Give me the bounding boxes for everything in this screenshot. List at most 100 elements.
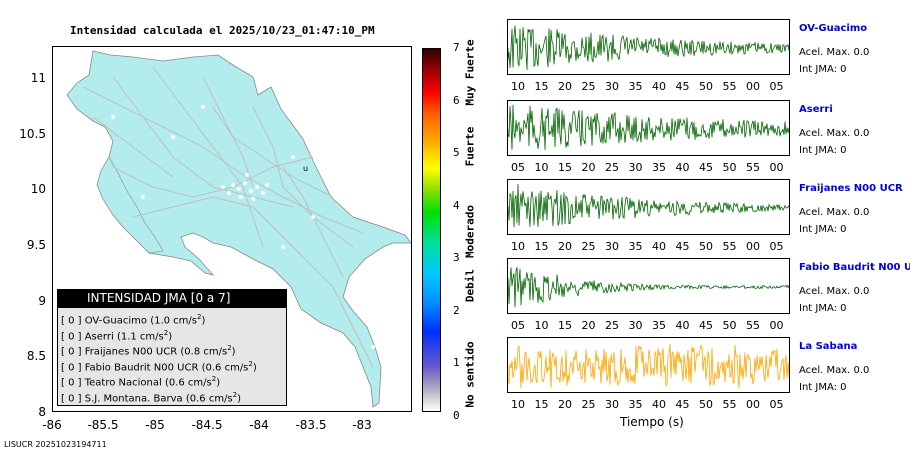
waveform-time-tick: 50 — [699, 80, 713, 93]
map-marker-label: u — [303, 164, 308, 173]
waveform-time-tick: 40 — [675, 319, 690, 332]
waveform-panel[interactable] — [507, 179, 790, 235]
footer-id: LISUCR 20251023194711 — [4, 440, 107, 449]
waveform-time-tick: 25 — [581, 398, 596, 411]
waveform-time-tick: 45 — [675, 80, 690, 93]
legend-item-station: OV-Guacimo — [84, 315, 147, 327]
station-jma-intensity: Int JMA: 0 — [799, 64, 847, 75]
legend-item-close-paren: ) — [231, 346, 236, 358]
station-name[interactable]: Fabio Baudrit N00 UCR — [799, 262, 910, 273]
waveform-time-tick: 30 — [605, 398, 619, 411]
legend-item-station: Fabio Baudrit N00 UCR — [84, 361, 199, 373]
legend-item-value: (0.8 cm/s — [180, 346, 228, 358]
map-ytick: 9 — [38, 294, 46, 308]
legend-item-value: (0.6 cm/s — [164, 377, 212, 389]
waveform-time-tick: 05 — [769, 240, 784, 253]
waveform-time-tick: 45 — [675, 398, 690, 411]
waveform-time-tick: 20 — [558, 398, 572, 411]
map-ytick: 8 — [38, 405, 46, 419]
waveform-panel[interactable] — [507, 19, 790, 75]
waveform-time-tick: 10 — [534, 161, 549, 174]
waveform-time-tick: 35 — [628, 80, 643, 93]
waveform-panel[interactable] — [507, 337, 790, 393]
legend-item-value: (1.0 cm/s — [150, 315, 197, 327]
waveform-time-tick: 25 — [605, 319, 619, 332]
waveform-trace — [508, 183, 789, 228]
waveform-panel[interactable] — [507, 100, 790, 156]
legend-item-close-paren: ) — [216, 377, 221, 389]
station-accel-max: Acel. Max. 0.0 — [799, 128, 870, 139]
waveform-trace — [508, 104, 789, 150]
waveform-time-tick: 10 — [511, 80, 525, 93]
legend-item: [ 0 ] Teatro Nacional (0.6 cm/s2) — [61, 375, 220, 388]
legend-item-value: (0.6 cm/s — [185, 392, 233, 404]
legend-item: [ 0 ] OV-Guacimo (1.0 cm/s2) — [61, 313, 205, 326]
map-title: Intensidad calculada el 2025/10/23_01:47… — [70, 24, 375, 37]
road-network — [82, 66, 374, 368]
waveform-trace — [508, 267, 789, 308]
colorbar-tick: 5 — [453, 146, 460, 159]
waveform-time-tick: 50 — [722, 161, 737, 174]
legend-item-level: [ 0 ] — [61, 377, 82, 389]
legend-item-value: (1.1 cm/s — [116, 330, 164, 342]
waveform-time-tick: 45 — [699, 319, 713, 332]
colorbar-tick: 3 — [453, 251, 460, 264]
legend-item-station: Teatro Nacional — [84, 377, 162, 389]
nicoya-peninsula — [96, 156, 164, 254]
waveform-time-tick: 25 — [581, 240, 596, 253]
waveform-time-tick: 45 — [675, 240, 690, 253]
station-accel-max: Acel. Max. 0.0 — [799, 47, 870, 58]
station-jma-intensity: Int JMA: 0 — [799, 382, 847, 393]
waveform-time-tick: 30 — [628, 319, 643, 332]
legend-item-station: S.J. Montana. Barva — [84, 392, 183, 404]
legend-item-close-paren: ) — [201, 315, 206, 327]
legend-item: [ 0 ] Fabio Baudrit N00 UCR (0.6 cm/s2) — [61, 360, 257, 373]
waveform-time-tick: 05 — [769, 80, 784, 93]
waveform-time-tick: 20 — [558, 240, 572, 253]
waveform-time-tick: 30 — [605, 240, 619, 253]
legend-item-close-paren: ) — [237, 392, 242, 404]
station-name[interactable]: La Sabana — [799, 341, 858, 352]
station-jma-intensity: Int JMA: 0 — [799, 224, 847, 235]
waveform-time-tick: 55 — [746, 319, 760, 332]
legend-item: [ 0 ] Aserri (1.1 cm/s2) — [61, 329, 172, 342]
map-ytick: 10 — [30, 182, 46, 196]
waveform-time-tick: 45 — [699, 161, 713, 174]
waveform-time-tick: 50 — [699, 398, 713, 411]
legend-item-level: [ 0 ] — [61, 392, 82, 404]
legend-item-level: [ 0 ] — [61, 346, 82, 358]
costa-rica-map-svg: u — [66, 50, 411, 408]
waveform-time-tick: 10 — [534, 319, 549, 332]
map-xtick: -83.5 — [295, 418, 327, 432]
waveform-time-tick: 15 — [558, 319, 572, 332]
map-ytick: 10.5 — [19, 127, 46, 141]
colorbar-category-label: No sentido — [463, 341, 477, 408]
waveform-time-tick: 00 — [769, 161, 784, 174]
waveform-time-tick: 10 — [511, 240, 525, 253]
waveform-time-tick: 35 — [652, 319, 666, 332]
waveform-time-tick: 15 — [534, 80, 549, 93]
legend-item-unit-exponent: 2 — [227, 344, 232, 352]
colorbar-tick: 1 — [453, 356, 460, 369]
legend-item: [ 0 ] S.J. Montana. Barva (0.6 cm/s2) — [61, 391, 241, 404]
colorbar-tick: 2 — [453, 303, 460, 317]
waveform-time-tick: 35 — [628, 240, 643, 253]
station-name[interactable]: Fraijanes N00 UCR — [799, 183, 903, 194]
waveform-time-tick: 20 — [581, 319, 596, 332]
waveform-panel[interactable] — [507, 258, 790, 314]
waveform-time-tick: 05 — [511, 161, 525, 174]
map-ytick: 11 — [30, 71, 46, 85]
legend-item-station: Fraijanes N00 UCR — [84, 346, 178, 358]
legend-item-value: (0.6 cm/s — [201, 361, 249, 373]
waveform-time-tick: 15 — [558, 161, 572, 174]
station-name[interactable]: Aserri — [799, 104, 833, 115]
waveform-time-tick: 05 — [511, 319, 525, 332]
legend-item-level: [ 0 ] — [61, 330, 82, 342]
legend-item: [ 0 ] Fraijanes N00 UCR (0.8 cm/s2) — [61, 344, 236, 357]
station-dots — [111, 105, 375, 349]
intensity-colorbar — [422, 48, 441, 412]
waveform-time-tick: 15 — [534, 240, 549, 253]
station-name[interactable]: OV-Guacimo — [799, 23, 868, 34]
map-ytick: 8.5 — [26, 349, 46, 363]
waveform-time-tick: 00 — [746, 240, 760, 253]
